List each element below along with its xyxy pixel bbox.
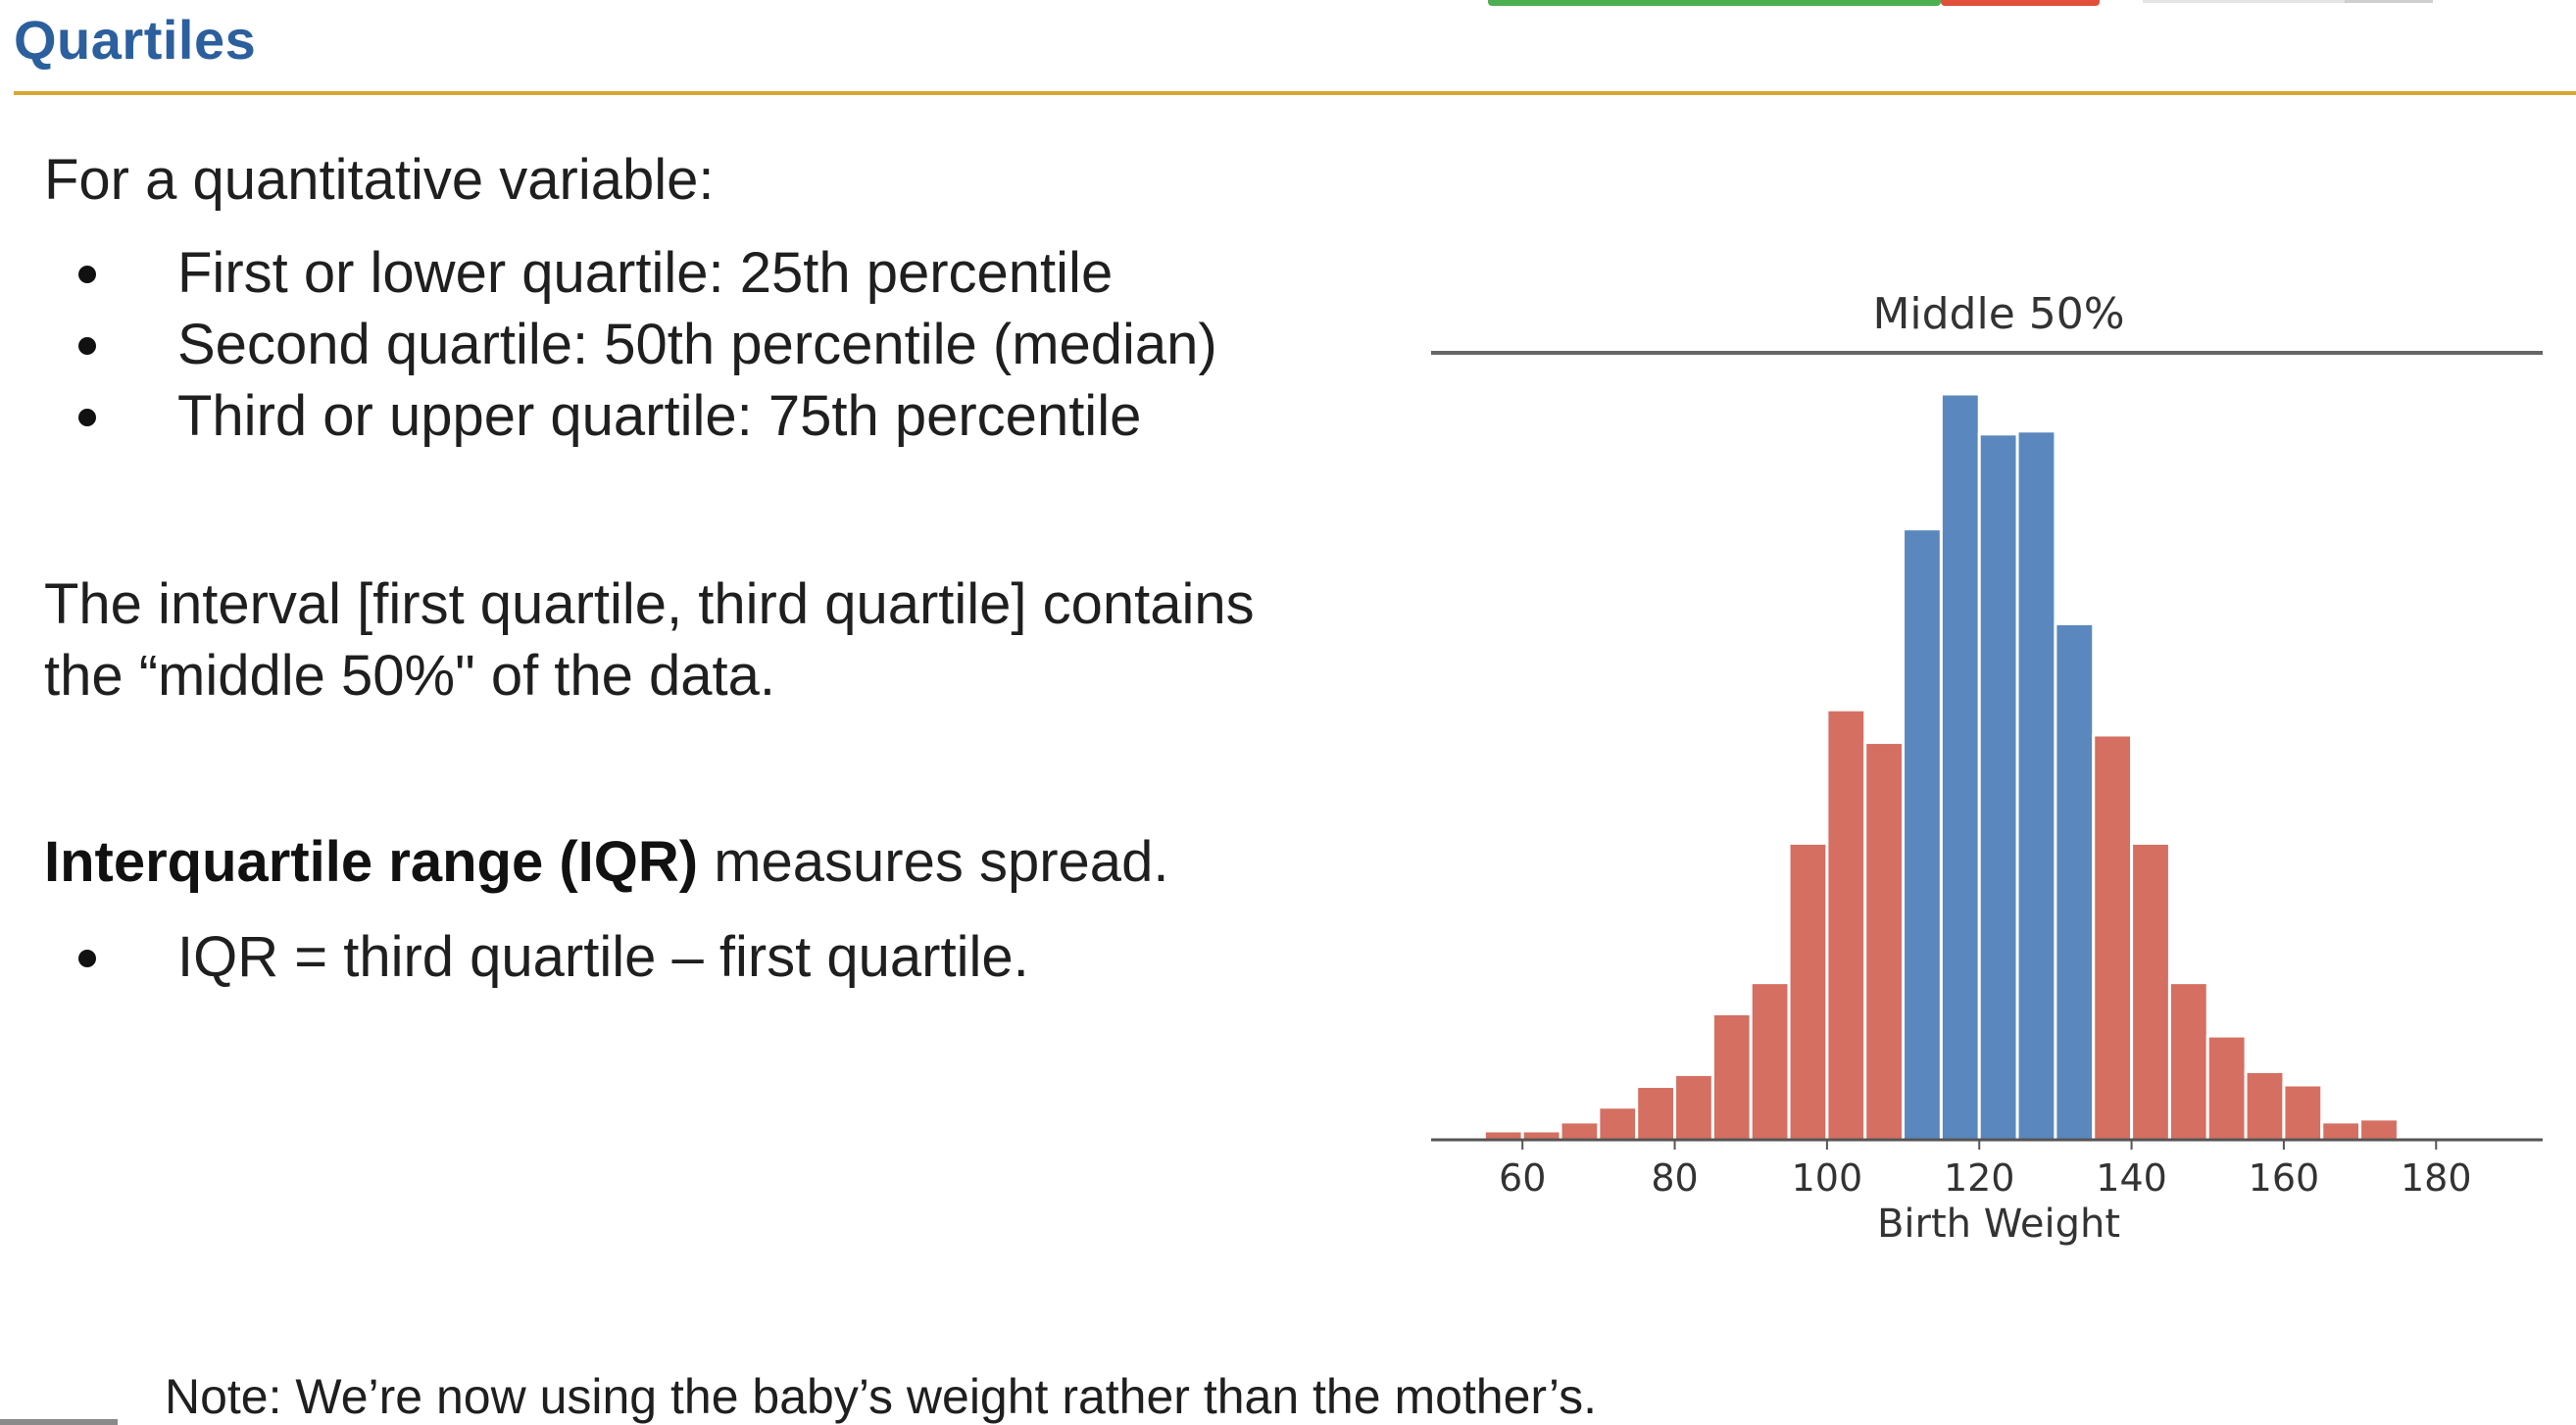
x-tick-label: 140	[2096, 1156, 2167, 1200]
histogram-bar	[2244, 1069, 2286, 1142]
list-item: First or lower quartile: 25th percentile	[44, 237, 1217, 309]
histogram-bar	[2358, 1117, 2400, 1142]
list-item-text: Third or upper quartile: 75th percentile	[177, 384, 1142, 448]
interval-line: The interval [first quartile, third quar…	[44, 572, 1255, 636]
histogram-bar-middle	[1977, 432, 2019, 1142]
iqr-term: Interquartile range (IQR)	[44, 830, 699, 894]
intro-text: For a quantitative variable:	[44, 148, 715, 212]
histogram-bar-middle	[1902, 527, 1943, 1142]
histogram-bar-middle	[2054, 622, 2096, 1142]
histogram-bar	[2282, 1083, 2324, 1142]
histogram-bar	[2320, 1120, 2362, 1142]
list-item: IQR = third quartile – first quartile.	[44, 921, 1029, 993]
x-tick-label: 80	[1651, 1156, 1698, 1200]
progress-bar-green	[1488, 0, 1941, 6]
list-item-text: First or lower quartile: 25th percentile	[177, 241, 1114, 305]
list-item-text: Second quartile: 50th percentile (median…	[177, 313, 1217, 376]
toolbar-edge-dark	[2345, 0, 2433, 3]
quartile-list: First or lower quartile: 25th percentile…	[44, 237, 1217, 452]
histogram-bar	[1673, 1072, 1714, 1142]
histogram-bar	[1710, 1011, 1753, 1142]
iqr-description: measures spread.	[698, 830, 1169, 894]
bullet-icon	[78, 266, 96, 283]
iqr-list: IQR = third quartile – first quartile.	[44, 921, 1029, 993]
histogram-bar	[1863, 741, 1906, 1142]
slide-title: Quartiles	[14, 9, 257, 71]
x-axis-label: Birth Weight	[1877, 1202, 2120, 1247]
histogram-bar	[1597, 1106, 1639, 1142]
histogram-bar-middle	[1939, 392, 1981, 1142]
histogram-bar	[1559, 1120, 1601, 1142]
bullet-icon	[78, 409, 96, 426]
footnote: Note: We’re now using the baby’s weight …	[165, 1369, 1598, 1424]
histogram-bars	[1482, 392, 2438, 1142]
chart-title: Middle 50%	[1872, 289, 2124, 339]
histogram-bar	[1787, 841, 1829, 1142]
histogram-bar	[1635, 1085, 1677, 1142]
x-tick-label: 180	[2401, 1156, 2472, 1200]
x-tick-label: 160	[2249, 1156, 2320, 1200]
list-item: Second quartile: 50th percentile (median…	[44, 309, 1217, 380]
iqr-heading: Interquartile range (IQR) measures sprea…	[44, 829, 1168, 895]
x-tick-label: 60	[1499, 1156, 1546, 1200]
histogram-bar	[2205, 1034, 2248, 1142]
toolbar-edge	[2143, 0, 2349, 3]
birth-weight-histogram: Middle 50% 60 80 100 120 140 160 180 Birth Wei…	[1431, 289, 2543, 1247]
bullet-icon	[78, 337, 96, 355]
interval-line: the “middle 50%" of the data.	[44, 644, 776, 708]
histogram-bar	[1825, 708, 1867, 1142]
interval-paragraph: The interval [first quartile, third quar…	[44, 568, 1255, 712]
progress-bar-red	[1941, 0, 2100, 6]
histogram-bar	[2130, 841, 2171, 1142]
histogram-bar	[1749, 981, 1791, 1142]
list-item-text: IQR = third quartile – first quartile.	[177, 925, 1029, 989]
histogram-bar	[2092, 733, 2134, 1142]
title-rule	[14, 91, 2576, 95]
bullet-icon	[78, 950, 96, 967]
corner-mark	[0, 1419, 118, 1425]
list-item: Third or upper quartile: 75th percentile	[44, 380, 1217, 452]
histogram-bar-middle	[2015, 429, 2057, 1142]
x-tick-label: 100	[1792, 1156, 1863, 1200]
histogram-bar	[2167, 981, 2209, 1142]
x-axis-ticks: 60 80 100 120 140 160 180	[1499, 1140, 2472, 1200]
x-tick-label: 120	[1944, 1156, 2015, 1200]
